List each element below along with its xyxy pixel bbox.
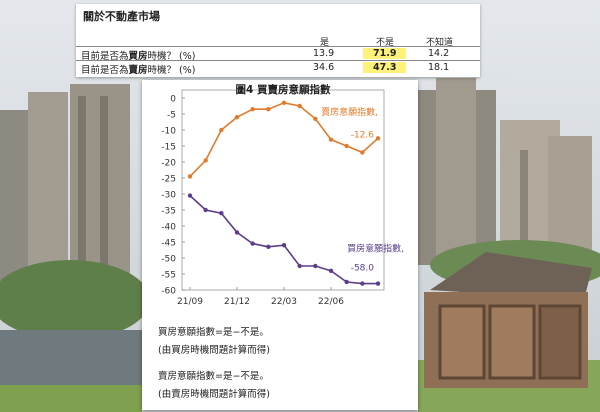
y-tick-label: -20: [161, 159, 176, 169]
y-tick-label: -5: [167, 111, 176, 121]
y-tick-label: -25: [161, 175, 176, 185]
data-point: [281, 243, 287, 248]
data-point: [297, 263, 302, 269]
value-unknown: 18.1: [428, 62, 450, 73]
series-name-label: 賣房意願指數,: [321, 106, 378, 118]
y-tick-label: -30: [161, 191, 176, 201]
data-point: [250, 107, 255, 112]
data-point: [187, 174, 193, 179]
x-tick-label: 21/12: [224, 297, 250, 307]
sell-formula-note: 賣房意願指數=是−不是。: [158, 371, 269, 382]
plot-frame: [181, 89, 385, 291]
value-yes: 34.6: [313, 62, 335, 73]
sell-source-note: (由賣房時機問題計算而得): [158, 389, 270, 400]
data-label: -12.6: [351, 130, 375, 140]
data-point: [234, 115, 240, 120]
buy-source-note: (由買房時機問題計算而得): [158, 345, 270, 356]
data-point: [313, 116, 318, 121]
y-tick-label: -10: [161, 127, 176, 137]
chart-title: 圖4 買賣房意願指數: [236, 83, 331, 96]
row-label: 目前是否為買房時機？ (%): [81, 51, 196, 62]
data-point: [266, 244, 271, 249]
series-name-label: 買房意願指數,: [347, 242, 404, 254]
data-point: [203, 207, 208, 213]
data-point: [375, 281, 381, 286]
line-chart: 圖4 買賣房意願指數 0 -5 -10 -15 -20 -25 -30 -35 -40 -45 -50…: [161, 83, 404, 307]
data-point: [219, 127, 224, 133]
data-point: [203, 158, 208, 163]
value-no: 71.9: [363, 48, 407, 59]
col-header-no: 不是: [376, 38, 395, 48]
col-header-unknown: 不知道: [426, 38, 454, 48]
table-row: 目前是否為賣房時機？ (%) 34.6 47.3 18.1: [76, 60, 480, 76]
table-row: 目前是否為買房時機？ (%) 13.9 71.9 14.2: [76, 46, 480, 62]
value-yes: 13.9: [313, 48, 335, 59]
survey-table: 關於不動產市場 是 不是 不知道 目前是否為買房時機？ (%) 13.9 71.…: [76, 4, 480, 77]
value-unknown: 14.2: [428, 48, 450, 59]
x-tick-label: 22/06: [318, 297, 344, 307]
x-tick-label: 21/09: [177, 297, 203, 307]
data-point: [234, 230, 240, 235]
data-point: [375, 136, 381, 141]
survey-title: 關於不動產市場: [83, 10, 160, 23]
chart-card: 圖4 買賣房意願指數 0 -5 -10 -15 -20 -25 -30 -35 -40 -45 -50…: [142, 80, 418, 410]
y-tick-label: -50: [161, 255, 176, 265]
data-point: [250, 241, 255, 246]
col-header-yes: 是: [320, 38, 330, 48]
data-point: [281, 100, 287, 105]
buy-formula-note: 買房意願指數=是−不是。: [158, 327, 269, 338]
value-no: 47.3: [363, 62, 407, 73]
y-tick-label: -45: [161, 239, 176, 249]
y-tick-label: 0: [170, 95, 176, 105]
data-point: [266, 107, 271, 112]
data-point: [219, 211, 224, 216]
y-tick-label: -35: [161, 207, 176, 217]
data-point: [328, 137, 334, 142]
x-tick-label: 22/03: [271, 297, 297, 307]
data-point: [297, 103, 302, 109]
y-tick-label: -55: [161, 271, 176, 281]
y-tick-label: -60: [161, 287, 176, 297]
data-point: [344, 279, 349, 285]
data-point: [344, 143, 349, 149]
data-point: [328, 268, 334, 273]
y-tick-label: -40: [161, 223, 176, 233]
y-tick-label: -15: [161, 143, 176, 153]
data-point: [313, 263, 318, 269]
data-point: [187, 193, 193, 198]
data-label: -58.0: [351, 264, 375, 274]
data-point: [360, 150, 365, 155]
row-label: 目前是否為賣房時機？ (%): [81, 65, 196, 76]
data-point: [360, 281, 365, 286]
